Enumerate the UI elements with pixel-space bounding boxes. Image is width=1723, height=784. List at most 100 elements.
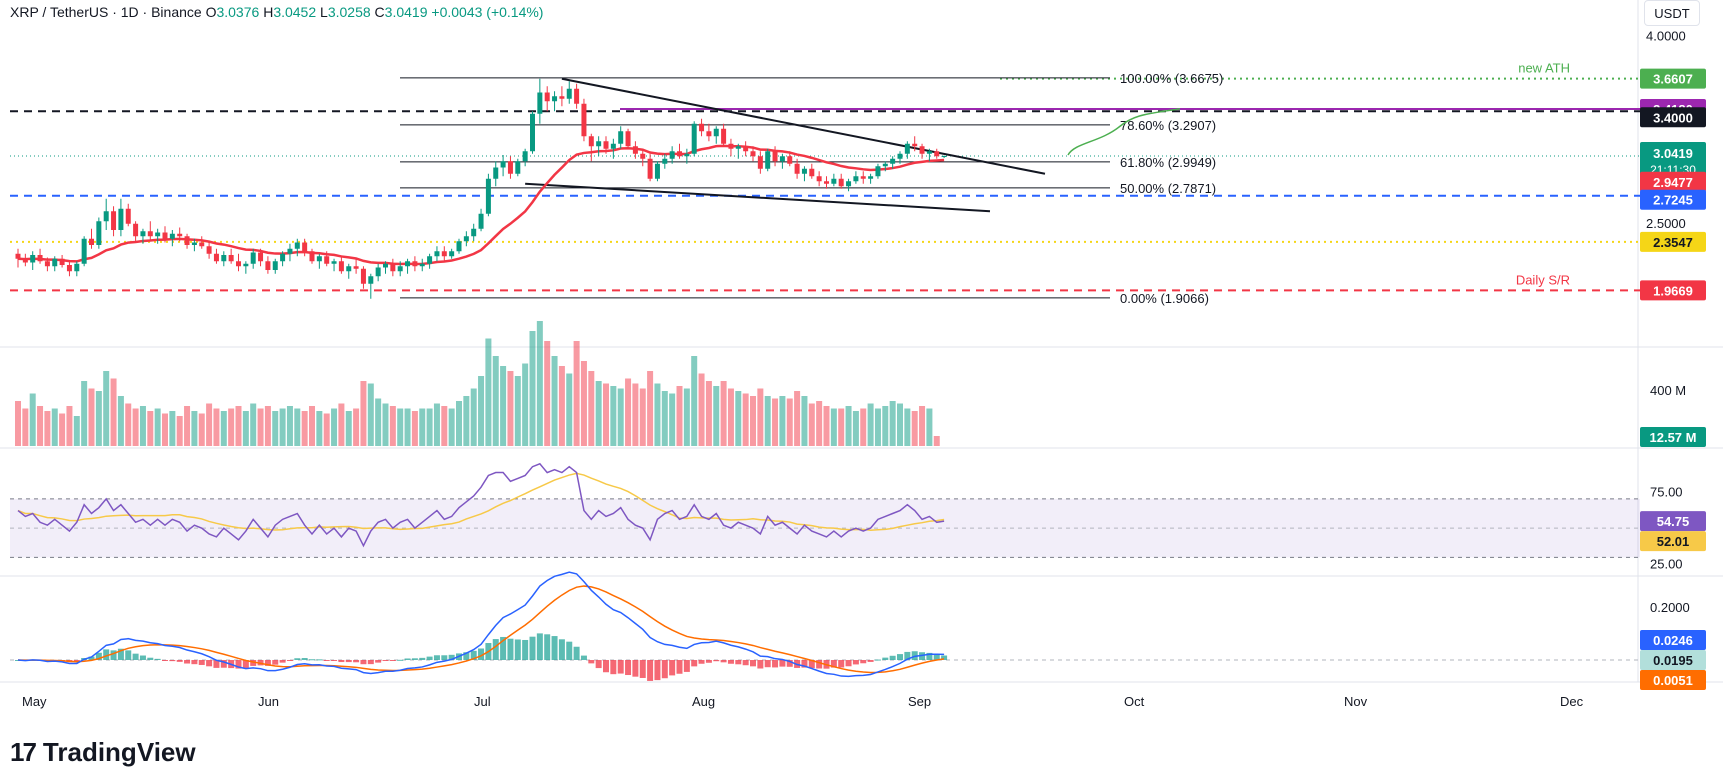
volume-bar <box>573 341 580 446</box>
macd-histogram-bar <box>889 655 896 660</box>
macd-histogram-bar <box>742 660 749 666</box>
candle <box>530 113 535 152</box>
macd-histogram-bar <box>735 660 742 665</box>
volume-bar <box>184 406 191 446</box>
volume-bar <box>257 408 264 446</box>
macd-histogram-bar <box>426 656 433 660</box>
candle <box>331 261 337 264</box>
candle <box>360 268 366 284</box>
macd-histogram-bar <box>470 650 477 660</box>
macd-histogram-bar <box>933 654 940 660</box>
candle <box>691 123 697 154</box>
macd-histogram-bar <box>323 660 330 661</box>
candle <box>507 161 513 174</box>
macd-histogram-bar <box>250 660 257 666</box>
volume-bar <box>860 408 867 446</box>
candle <box>537 92 543 114</box>
tradingview-logo[interactable]: 17 TradingView <box>10 737 196 768</box>
candle <box>206 246 212 254</box>
volume-bar <box>867 403 874 446</box>
candle <box>390 263 396 272</box>
macd-histogram-bar <box>720 660 727 663</box>
candle <box>647 158 653 179</box>
volume-bar <box>551 356 558 446</box>
macd-histogram-bar <box>478 648 485 660</box>
volume-bar <box>235 406 242 446</box>
candle <box>368 276 374 284</box>
tag-rsi-bg <box>1640 511 1706 532</box>
candle <box>750 151 756 157</box>
candle <box>552 96 558 102</box>
candle <box>471 228 477 237</box>
candle <box>904 143 910 154</box>
macd-histogram-bar <box>184 660 191 664</box>
volume-bar <box>500 366 507 446</box>
price-tick-label: 4.0000 <box>1646 28 1686 43</box>
candle <box>603 141 609 149</box>
volume-bar <box>639 388 646 446</box>
x-tick-label: May <box>22 694 47 709</box>
volume-bar <box>441 406 448 446</box>
symbol-label[interactable]: XRP / TetherUS · 1D · Binance <box>10 4 202 20</box>
candle <box>897 153 903 159</box>
macd-histogram-bar <box>353 660 360 663</box>
volume-bar <box>147 411 154 446</box>
volume-bar <box>382 403 389 446</box>
volume-bar <box>478 376 485 446</box>
volume-bar <box>830 408 837 446</box>
candle <box>74 263 80 272</box>
macd-histogram-bar <box>654 660 661 681</box>
volume-bar <box>595 381 602 446</box>
volume-bar <box>250 403 257 446</box>
volume-bar <box>617 388 624 446</box>
macd-histogram-bar <box>580 655 587 660</box>
volume-bar <box>345 411 352 446</box>
macd-histogram-bar <box>566 641 573 660</box>
volume-bar <box>154 408 161 446</box>
currency-button[interactable]: USDT <box>1644 0 1700 26</box>
volume-bar <box>162 413 168 446</box>
daily-sr-annotation: Daily S/R <box>1516 272 1570 287</box>
tag-rsi: 54.75 <box>1657 514 1690 529</box>
volume-tick-label: 400 M <box>1650 383 1686 398</box>
macd-histogram-bar <box>816 660 823 669</box>
volume-bar <box>360 381 367 446</box>
fib-label: 0.00% (1.9066) <box>1120 291 1209 306</box>
volume-bar <box>933 436 940 446</box>
volume-bar <box>485 338 492 446</box>
tag-rsi-ma-bg <box>1640 531 1706 552</box>
candle <box>699 123 705 132</box>
tag-macd-hist-bg <box>1640 650 1706 670</box>
candle <box>772 151 778 162</box>
rsi-tick-label: 25.00 <box>1650 557 1683 572</box>
volume-bar <box>73 416 80 446</box>
volume-bar <box>22 408 29 446</box>
volume-bar <box>683 388 690 446</box>
candle <box>809 168 815 177</box>
price-tick-label: 2.5000 <box>1646 216 1686 231</box>
tag-volume-bg <box>1640 427 1706 447</box>
volume-bar <box>823 406 830 446</box>
candle <box>434 251 440 257</box>
macd-histogram-bar <box>389 660 396 661</box>
candle <box>59 258 65 265</box>
candle <box>302 242 308 252</box>
macd-histogram-bar <box>162 660 168 661</box>
tradingview-wordmark: TradingView <box>42 737 196 767</box>
volume-bar <box>889 401 896 446</box>
candle <box>581 103 587 137</box>
candle <box>221 255 227 262</box>
volume-bar <box>661 391 668 446</box>
volume-bar <box>566 373 573 446</box>
candle <box>677 151 682 157</box>
macd-histogram-bar <box>345 660 352 663</box>
volume-bar <box>786 398 793 446</box>
candle <box>280 253 286 262</box>
macd-histogram-bar <box>272 660 279 665</box>
macd-histogram-bar <box>750 660 756 667</box>
volume-bar <box>882 406 889 446</box>
macd-histogram-bar <box>926 652 933 660</box>
volume-bar <box>874 408 881 446</box>
candle <box>882 163 888 167</box>
